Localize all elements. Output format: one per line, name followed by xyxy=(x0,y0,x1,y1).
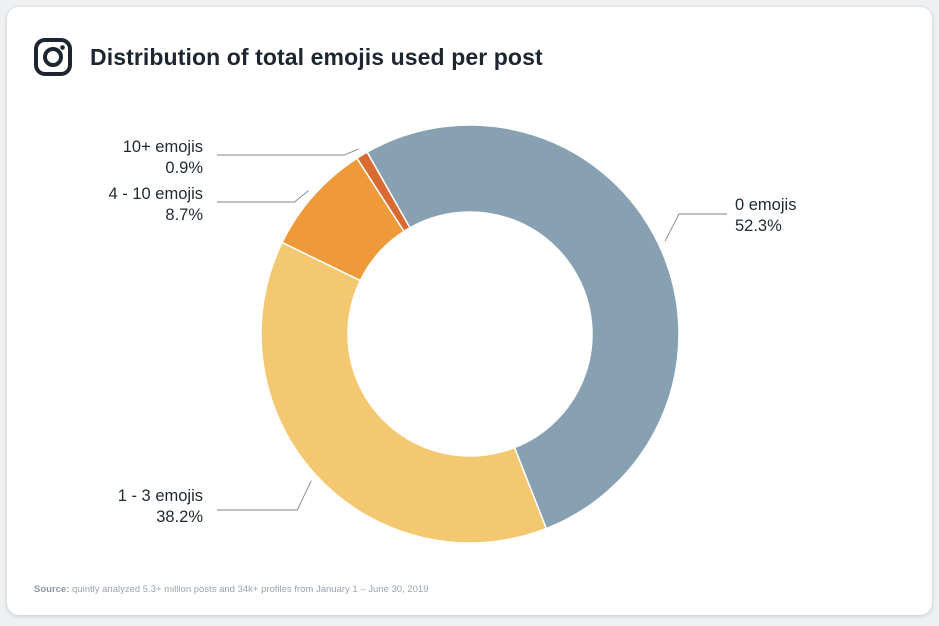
source-note: Source: quintly analyzed 5.3+ million po… xyxy=(34,584,428,595)
source-text: quintly analyzed 5.3+ million posts and … xyxy=(69,584,429,595)
chart-header: Distribution of total emojis used per po… xyxy=(33,37,543,77)
slice-value-4-10-emojis: 8.7% xyxy=(165,206,203,224)
slice-value-10plus-emojis: 0.9% xyxy=(165,159,203,177)
slice-label-4-10-emojis: 4 - 10 emojis xyxy=(109,185,203,203)
leader-line-10plus-emojis xyxy=(217,148,359,156)
donut-chart: 0 emojis 52.3% 1 - 3 emojis 38.2% 4 - 10 emo… xyxy=(109,124,796,544)
instagram-icon xyxy=(33,37,73,77)
slice-value-1-3-emojis: 38.2% xyxy=(156,508,203,526)
slice-label-0-emojis: 0 emojis xyxy=(735,196,796,214)
slice-1-3-emojis xyxy=(260,241,548,544)
chart-card: Distribution of total emojis used per po… xyxy=(7,7,932,615)
source-prefix: Source: xyxy=(34,584,70,595)
slice-label-1-3-emojis: 1 - 3 emojis xyxy=(118,487,203,505)
slice-10plus-emojis xyxy=(355,151,411,233)
chart-title: Distribution of total emojis used per po… xyxy=(90,43,543,70)
leader-line-1-3-emojis xyxy=(217,480,312,511)
slice-0-emojis xyxy=(366,124,680,530)
slice-label-10plus-emojis: 10+ emojis xyxy=(123,138,203,156)
leader-line-4-10-emojis xyxy=(217,190,309,203)
slice-value-0-emojis: 52.3% xyxy=(735,217,782,235)
leader-line-0-emojis xyxy=(664,213,727,242)
